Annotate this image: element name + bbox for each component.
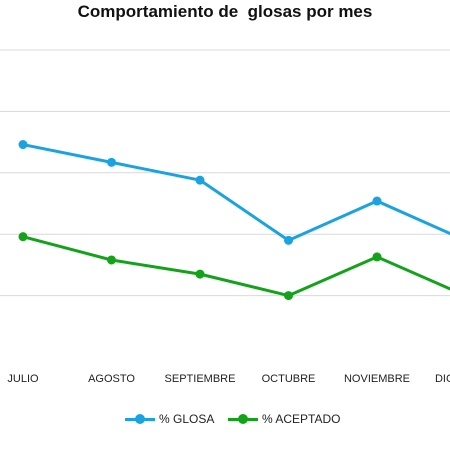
- gridlines: [0, 49, 450, 297]
- data-point: [107, 157, 116, 167]
- data-point: [107, 255, 116, 265]
- legend-swatch-aceptado: [228, 413, 258, 425]
- legend: % GLOSA % ACEPTADO: [0, 412, 450, 432]
- x-tick-label: SEPTIEMBRE: [165, 373, 236, 385]
- data-point: [372, 196, 382, 206]
- x-tick-label: NOVIEMBRE: [344, 373, 410, 385]
- data-point: [18, 140, 28, 150]
- data-point: [372, 252, 382, 262]
- legend-item-aceptado: % ACEPTADO: [228, 412, 340, 426]
- x-tick-label: JULIO: [7, 373, 39, 385]
- data-point: [195, 175, 205, 185]
- data-point: [284, 235, 293, 245]
- series-line-1: [22, 235, 450, 298]
- x-tick-label: DICIEMBRE: [435, 373, 450, 385]
- legend-dot-aceptado: [238, 414, 248, 424]
- chart-title: Comportamiento de glosas por mes: [77, 2, 373, 21]
- data-point: [284, 291, 293, 301]
- x-tick-label: OCTUBRE: [262, 373, 316, 385]
- legend-dot-glosa: [135, 414, 145, 424]
- series-line-0: [22, 143, 450, 242]
- legend-label-glosa: % GLOSA: [159, 412, 215, 426]
- data-point: [18, 232, 28, 242]
- series-layer: [18, 140, 450, 301]
- legend-label-aceptado: % ACEPTADO: [262, 412, 341, 426]
- legend-swatch-glosa: [125, 413, 155, 425]
- legend-item-glosa: % GLOSA: [125, 412, 214, 426]
- data-point: [195, 269, 205, 279]
- x-axis-labels: JULIO AGOSTO SEPTIEMBRE OCTUBRE NOVIEMBRE DIC…: [7, 373, 450, 385]
- x-tick-label: AGOSTO: [88, 373, 135, 385]
